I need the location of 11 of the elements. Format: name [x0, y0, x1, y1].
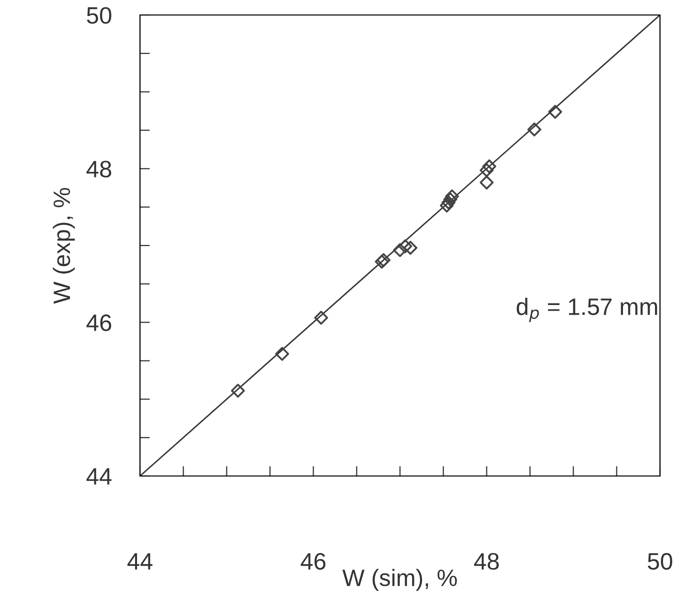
x-tick-label: 44 — [127, 553, 152, 570]
x-tick-label: 46 — [300, 553, 326, 570]
y-tick-label: 44 — [86, 468, 112, 485]
x-tick-label: 48 — [474, 553, 499, 570]
y-axis-title: W (exp), % — [52, 188, 75, 304]
x-tick-label: 50 — [648, 553, 672, 570]
annotation: d$_{p}$ = 1.57 mm — [516, 298, 658, 322]
y-tick-label: 48 — [86, 160, 112, 178]
y-tick-label: 46 — [86, 314, 112, 332]
y-tick-label: 50 — [86, 7, 112, 24]
x-axis-title: W (sim), % — [342, 568, 457, 591]
